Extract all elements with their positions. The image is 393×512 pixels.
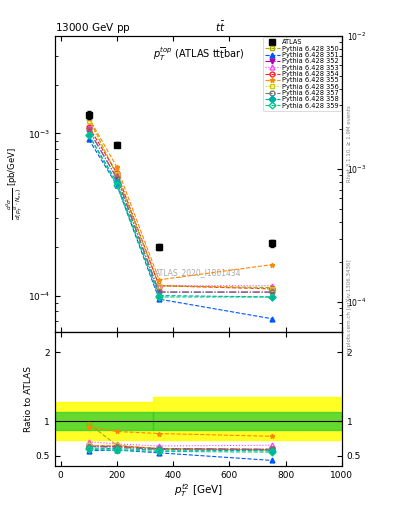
X-axis label: $p_T^{t2}$ [GeV]: $p_T^{t2}$ [GeV] [174, 482, 223, 499]
Text: 13000 GeV pp                          $t\bar{t}$: 13000 GeV pp $t\bar{t}$ [55, 19, 226, 36]
Text: $p_T^{top}$ (ATLAS tt$\overline{\rm t}$bar): $p_T^{top}$ (ATLAS tt$\overline{\rm t}$b… [152, 45, 244, 62]
Text: Rivet 3.1.10, ≥ 1.9M events: Rivet 3.1.10, ≥ 1.9M events [347, 105, 352, 182]
Legend: ATLAS, Pythia 6.428 350, Pythia 6.428 351, Pythia 6.428 352, Pythia 6.428 353, P: ATLAS, Pythia 6.428 350, Pythia 6.428 35… [263, 37, 341, 111]
Y-axis label: Ratio to ATLAS: Ratio to ATLAS [24, 366, 33, 432]
Text: mcplots.cern.ch [arXiv:1306.3436]: mcplots.cern.ch [arXiv:1306.3436] [347, 260, 352, 355]
Text: ATLAS_2020_I1801434: ATLAS_2020_I1801434 [155, 268, 242, 277]
Y-axis label: $\frac{d^2\sigma}{d(p_T^{t2}\cdot N_{ev})}$ [pb/GeV]: $\frac{d^2\sigma}{d(p_T^{t2}\cdot N_{ev}… [5, 147, 25, 220]
